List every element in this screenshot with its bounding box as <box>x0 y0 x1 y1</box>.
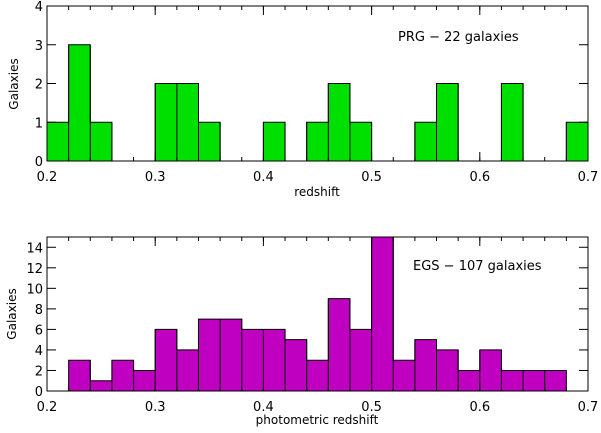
egs-xtick-label: 0.4 <box>253 400 274 415</box>
egs-xtick-label: 0.7 <box>578 400 599 415</box>
prg-bar-7 <box>198 122 221 161</box>
egs-bar-2 <box>111 360 134 391</box>
egs-bar-13 <box>349 329 372 391</box>
prg-bar-2 <box>90 122 112 161</box>
egs-bar-18 <box>458 370 480 391</box>
prg-bars <box>46 44 589 162</box>
egs-axes-frame <box>46 236 589 392</box>
egs-bar-3 <box>133 370 156 391</box>
egs-ytick-label: 8 <box>35 303 43 318</box>
prg-xtick-label: 0.7 <box>578 170 599 185</box>
egs-bars <box>68 236 567 391</box>
egs-x-axis-label: photometric redshift <box>256 413 379 427</box>
prg-bar-12 <box>306 122 329 161</box>
prg-bar-0 <box>47 122 69 161</box>
prg-ytick-label: 1 <box>35 116 43 131</box>
egs-step-outline <box>68 236 567 391</box>
prg-annotation: PRG − 22 galaxies <box>398 30 519 45</box>
egs-ytick-label: 12 <box>26 262 43 277</box>
egs-bar-0 <box>68 360 91 391</box>
egs-ticks: 0.2 0.3 0.4 0.5 0.6 0.7 0 2 4 6 8 10 12 14 <box>26 237 598 415</box>
egs-bar-6 <box>198 319 221 391</box>
prg-bar-5 <box>155 83 177 161</box>
prg-ticks: 0.2 0.3 0.4 0.5 0.6 0.7 0 1 2 3 4 <box>35 0 599 185</box>
egs-bar-20 <box>501 370 524 391</box>
egs-ytick-label: 6 <box>35 323 43 338</box>
egs-histogram-panel: 0.2 0.3 0.4 0.5 0.6 0.7 0 2 4 6 8 10 12 14 EGS − 107 … <box>5 236 598 427</box>
egs-bar-11 <box>306 360 329 391</box>
egs-ytick-label: 10 <box>26 282 43 297</box>
egs-bar-10 <box>285 339 307 391</box>
egs-bar-12 <box>328 298 350 391</box>
egs-xtick-label: 0.2 <box>37 400 58 415</box>
prg-bar-18 <box>436 83 459 161</box>
prg-ytick-label: 0 <box>35 155 43 170</box>
prg-bar-6 <box>176 83 199 161</box>
prg-bar-17 <box>414 122 437 161</box>
egs-ytick-label: 2 <box>35 364 43 379</box>
egs-xtick-label: 0.5 <box>361 400 382 415</box>
egs-xtick-label: 0.3 <box>145 400 166 415</box>
egs-bar-7 <box>220 319 242 391</box>
prg-bar-10 <box>263 122 286 161</box>
prg-ytick-label: 2 <box>35 78 43 93</box>
prg-bar-21 <box>501 83 524 161</box>
egs-ytick-label: 14 <box>26 241 43 256</box>
prg-xtick-label: 0.6 <box>469 170 490 185</box>
prg-bar-14 <box>349 122 372 161</box>
egs-ytick-label: 0 <box>35 385 43 400</box>
egs-bar-8 <box>241 329 264 391</box>
egs-bar-9 <box>263 329 286 391</box>
prg-xtick-label: 0.3 <box>145 170 166 185</box>
egs-bar-17 <box>436 349 459 391</box>
egs-ytick-label: 4 <box>35 344 43 359</box>
prg-xtick-label: 0.2 <box>37 170 58 185</box>
egs-annotation: EGS − 107 galaxies <box>413 259 542 274</box>
prg-histogram-panel: 0.2 0.3 0.4 0.5 0.6 0.7 0 1 2 3 4 PRG − 22 galaxie… <box>7 0 598 199</box>
prg-bar-1 <box>68 44 91 161</box>
prg-xtick-label: 0.4 <box>253 170 274 185</box>
egs-bar-15 <box>393 360 415 391</box>
egs-bar-22 <box>544 370 567 391</box>
prg-x-axis-label: redshift <box>294 185 340 199</box>
egs-bar-21 <box>523 370 545 391</box>
egs-bar-1 <box>90 380 112 391</box>
egs-bar-4 <box>155 329 177 391</box>
egs-bar-19 <box>479 349 502 391</box>
prg-ytick-label: 4 <box>35 0 43 15</box>
egs-y-axis-label: Galaxies <box>5 288 19 339</box>
egs-bar-5 <box>176 349 199 391</box>
prg-bar-13 <box>328 83 350 161</box>
egs-bar-14 <box>371 237 394 391</box>
egs-xtick-label: 0.6 <box>469 400 490 415</box>
prg-y-axis-label: Galaxies <box>7 58 21 109</box>
prg-ytick-label: 3 <box>35 39 43 54</box>
prg-bar-24 <box>566 122 588 161</box>
egs-bar-16 <box>414 339 437 391</box>
prg-xtick-label: 0.5 <box>361 170 382 185</box>
